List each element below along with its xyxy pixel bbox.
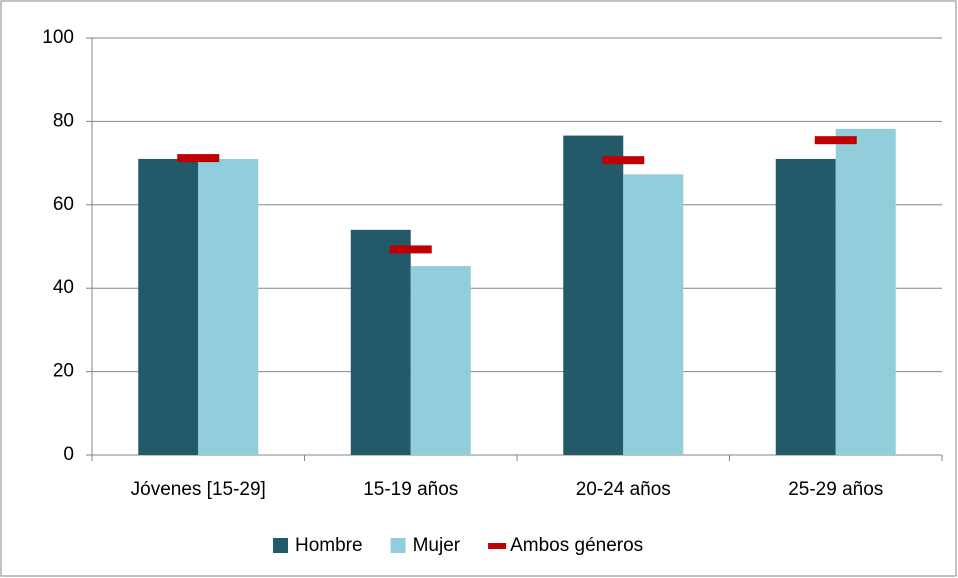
- dash-marker: [389, 245, 432, 254]
- bar: [563, 135, 624, 455]
- bar: [410, 266, 471, 455]
- y-tick-label: 40: [53, 277, 74, 298]
- bar: [198, 158, 259, 455]
- bar: [835, 128, 896, 455]
- y-tick-label: 60: [53, 194, 74, 215]
- legend-label: Mujer: [413, 535, 461, 556]
- bar: [623, 174, 684, 455]
- y-tick-label: 80: [53, 110, 74, 131]
- legend-label: Ambos géneros: [510, 535, 643, 556]
- x-tick-label: 20-24 años: [576, 479, 671, 500]
- x-tick-label: 15-19 años: [363, 479, 458, 500]
- legend-swatch: [273, 538, 288, 553]
- dash-marker: [602, 156, 645, 165]
- legend-swatch: [488, 543, 507, 549]
- legend-swatch: [390, 538, 406, 553]
- bar: [775, 158, 836, 455]
- x-tick-label: Jóvenes [15-29]: [131, 479, 266, 500]
- legend-label: Hombre: [295, 535, 363, 556]
- dash-marker: [814, 136, 857, 145]
- dash-marker: [177, 154, 220, 163]
- y-tick-label: 0: [63, 444, 74, 465]
- x-tick-label: 25-29 años: [788, 479, 883, 500]
- y-tick-label: 20: [53, 361, 74, 382]
- bar: [138, 158, 199, 455]
- bar: [350, 229, 411, 455]
- y-tick-label: 100: [42, 27, 74, 48]
